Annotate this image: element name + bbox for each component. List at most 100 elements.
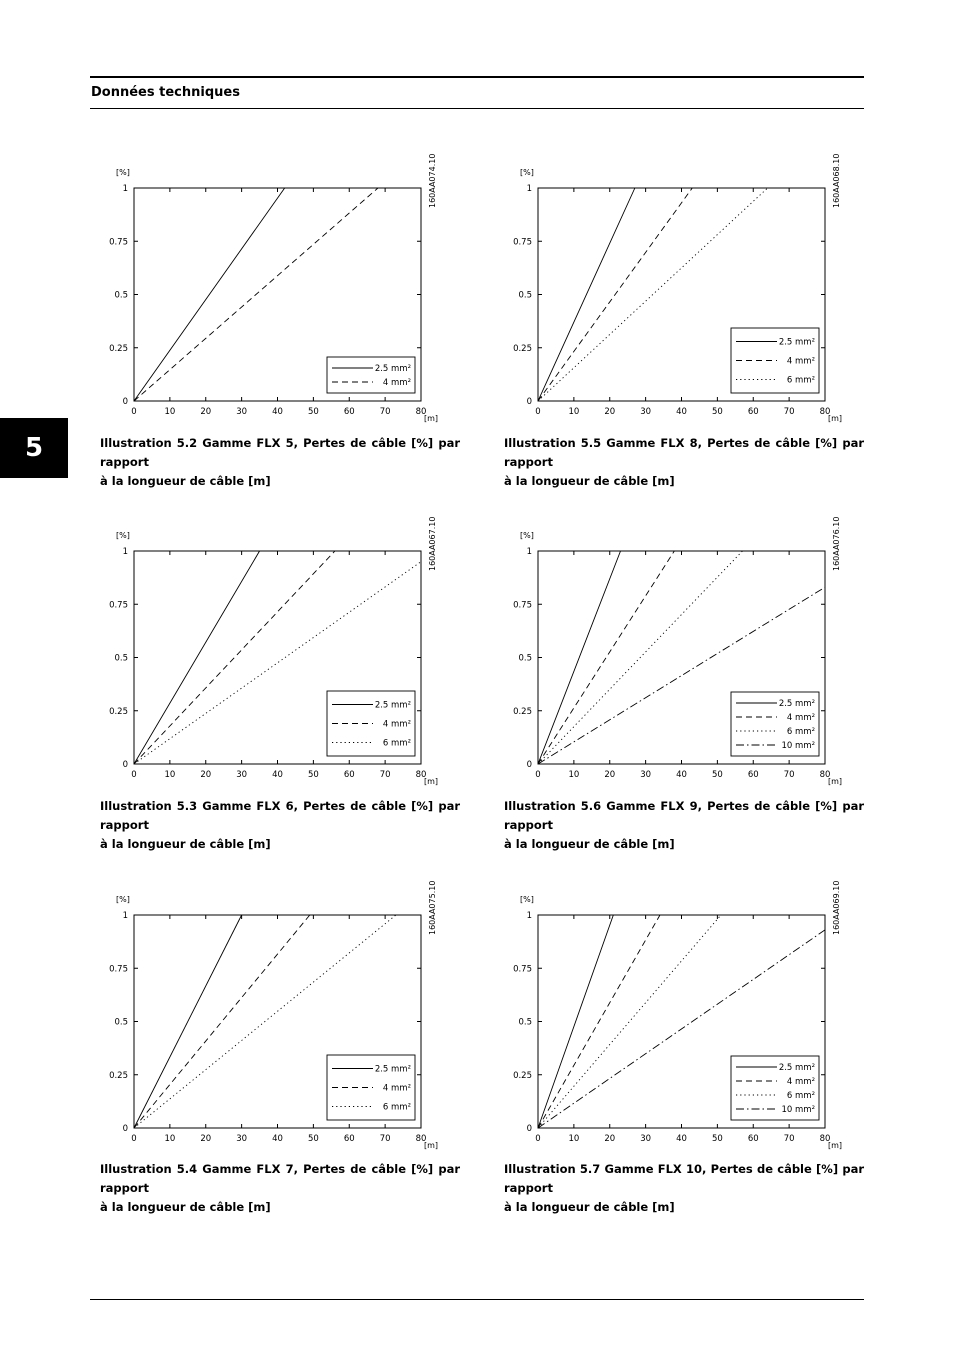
caption-line: à la longueur de câble [m]: [100, 474, 271, 488]
footer-rule: [90, 1299, 864, 1300]
figure-code: 160AA068.10: [832, 154, 841, 208]
figure-caption: Illustration 5.2 Gamme FLX 5, Pertes de …: [100, 434, 460, 491]
y-tick-label: 0.5: [114, 654, 128, 664]
x-tick-label: 60: [748, 1134, 759, 1144]
y-tick-label: 0.75: [109, 237, 128, 247]
legend-label: 10 mm²: [782, 741, 816, 751]
page-header-title: Données techniques: [91, 85, 240, 100]
y-tick-label: 0.25: [109, 344, 128, 354]
x-tick-label: 10: [164, 1134, 175, 1144]
y-tick-label: 0.25: [109, 1071, 128, 1081]
x-tick-label: 10: [164, 407, 175, 417]
x-tick-label: 60: [748, 770, 759, 780]
y-tick-label: 0.5: [518, 1018, 532, 1028]
x-axis-label: [m]: [828, 777, 842, 786]
chart-flx5: 0 10 20 30 40 50 60 70 80 0 0.25 0.5 0.75 1 [%] [m] 160A…: [109, 154, 438, 423]
figure-code: 160AA075.10: [428, 881, 437, 935]
x-tick-label: 40: [676, 407, 687, 417]
x-tick-label: 10: [568, 407, 579, 417]
chart-flx8: 0 10 20 30 40 50 60 70 80 0 0.25 0.5 0.75 1 [%] [m] 160A…: [513, 154, 842, 423]
y-tick-label: 0: [527, 1124, 532, 1134]
x-tick-label: 20: [604, 407, 615, 417]
x-tick-label: 80: [416, 1134, 427, 1144]
x-tick-label: 30: [236, 407, 247, 417]
x-tick-label: 70: [784, 1134, 795, 1144]
legend-label: 6 mm²: [383, 1103, 411, 1113]
x-tick-label: 60: [748, 407, 759, 417]
legend-label: 10 mm²: [782, 1105, 816, 1115]
y-tick-label: 0.75: [513, 600, 532, 610]
x-tick-label: 30: [640, 770, 651, 780]
x-tick-label: 70: [380, 770, 391, 780]
caption-line: à la longueur de câble [m]: [504, 1200, 675, 1214]
legend-label: 4 mm²: [383, 378, 411, 388]
series-line: [537, 550, 743, 765]
series-line: [133, 550, 336, 765]
figure-flx7: 0 10 20 30 40 50 60 70 80 0 0.25 0.5 0.75 1 [%] [m] 160A…: [100, 877, 460, 1157]
figure-flx10: 0 10 20 30 40 50 60 70 80 0 0.25 0.5 0.75 1 [%] [m] 160A…: [504, 877, 864, 1157]
x-axis-label: [m]: [828, 414, 842, 423]
figure-caption: Illustration 5.7 Gamme FLX 10, Pertes de…: [504, 1160, 864, 1217]
legend-label: 2.5 mm²: [779, 338, 815, 348]
x-tick-label: 70: [380, 407, 391, 417]
y-axis-label: [%]: [520, 895, 534, 904]
x-tick-label: 10: [568, 770, 579, 780]
figure-flx9: 0 10 20 30 40 50 60 70 80 0 0.25 0.5 0.75 1 [%] [m] 160A…: [504, 513, 864, 793]
y-tick-label: 0: [527, 397, 532, 407]
y-tick-label: 1: [123, 547, 128, 557]
x-tick-label: 40: [272, 407, 283, 417]
y-tick-label: 0.25: [109, 707, 128, 717]
figure-flx5: 0 10 20 30 40 50 60 70 80 0 0.25 0.5 0.75 1 [%] [m] 160A…: [100, 150, 460, 430]
caption-line: Illustration 5.2 Gamme FLX 5, Pertes de …: [100, 436, 460, 469]
legend-box: [326, 1054, 416, 1121]
series-line: [133, 914, 397, 1129]
y-tick-label: 1: [527, 184, 532, 194]
x-tick-label: 0: [131, 770, 136, 780]
series-line: [537, 586, 826, 765]
legend-label: 2.5 mm²: [779, 699, 815, 709]
x-tick-label: 20: [604, 770, 615, 780]
x-tick-label: 0: [535, 1134, 540, 1144]
caption-line: Illustration 5.6 Gamme FLX 9, Pertes de …: [504, 799, 864, 832]
chart-flx6: 0 10 20 30 40 50 60 70 80 0 0.25 0.5 0.75 1 [%] [m] 160A…: [109, 517, 438, 786]
x-tick-label: 50: [308, 1134, 319, 1144]
legend-label: 2.5 mm²: [375, 364, 411, 374]
series-line: [133, 550, 260, 765]
x-tick-label: 40: [676, 1134, 687, 1144]
series-line: [537, 187, 768, 402]
x-tick-label: 0: [535, 770, 540, 780]
figure-code: 160AA069.10: [832, 881, 841, 935]
x-tick-label: 50: [712, 770, 723, 780]
y-tick-label: 1: [123, 184, 128, 194]
series-line: [537, 550, 621, 765]
x-tick-label: 50: [712, 1134, 723, 1144]
x-tick-label: 60: [344, 1134, 355, 1144]
series-line: [133, 914, 243, 1129]
legend-label: 6 mm²: [787, 376, 815, 386]
x-tick-label: 30: [236, 1134, 247, 1144]
legend-label: 2.5 mm²: [375, 701, 411, 711]
legend-label: 2.5 mm²: [375, 1065, 411, 1075]
x-tick-label: 80: [416, 770, 427, 780]
x-tick-label: 40: [676, 770, 687, 780]
x-axis-label: [m]: [424, 777, 438, 786]
y-tick-label: 1: [527, 547, 532, 557]
x-tick-label: 70: [784, 770, 795, 780]
x-tick-label: 20: [200, 770, 211, 780]
y-tick-label: 0.5: [518, 291, 532, 301]
legend-label: 4 mm²: [383, 1084, 411, 1094]
y-tick-label: 0.5: [518, 654, 532, 664]
caption-line: Illustration 5.5 Gamme FLX 8, Pertes de …: [504, 436, 864, 469]
x-tick-label: 80: [820, 770, 831, 780]
x-tick-label: 60: [344, 770, 355, 780]
y-tick-label: 0: [527, 760, 532, 770]
x-tick-label: 20: [604, 1134, 615, 1144]
y-tick-label: 0.75: [109, 600, 128, 610]
y-tick-label: 0.75: [513, 237, 532, 247]
series-line: [537, 550, 675, 765]
figure-caption: Illustration 5.5 Gamme FLX 8, Pertes de …: [504, 434, 864, 491]
y-axis-label: [%]: [520, 531, 534, 540]
x-tick-label: 80: [416, 407, 427, 417]
series-line: [537, 914, 722, 1129]
y-tick-label: 0.75: [109, 964, 128, 974]
